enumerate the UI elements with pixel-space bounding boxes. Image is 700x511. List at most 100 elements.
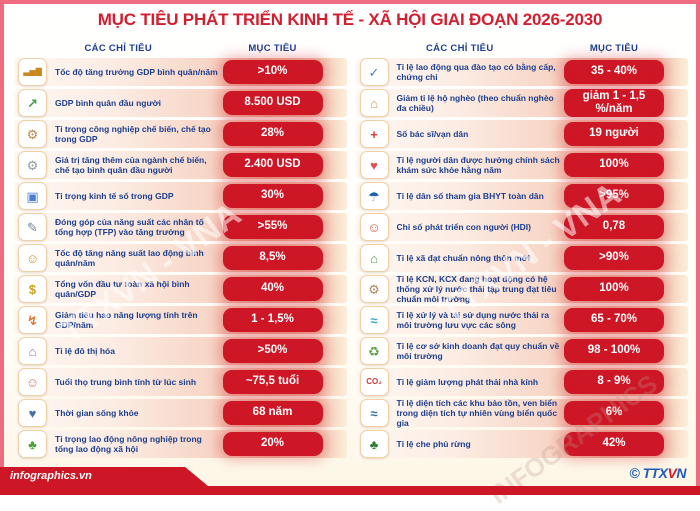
indicator-label: Đóng góp của năng suất các nhân tố tổng … xyxy=(55,216,204,237)
target-badge: ~75,5 tuổi xyxy=(222,370,323,394)
indicator-row: ♥ Thời gian sống khỏe 68 năm xyxy=(14,399,347,427)
farmers-agriculture-icon: ♣ xyxy=(18,430,47,458)
indicator-label: Tỉ lệ che phủ rừng xyxy=(396,438,471,449)
indicator-row: ♣ Tỉ trọng lao động nông nghiệp trong tổn… xyxy=(14,430,347,458)
indicator-row: ⚙ Tỉ lệ KCN, KCX đang hoạt động có hệ thố… xyxy=(355,273,688,305)
indicator-row: ≈ Tỉ lệ diện tích các khu bảo tồn, ven bi… xyxy=(355,397,688,429)
indicator-label: Tỉ trọng kinh tế số trong GDP xyxy=(55,190,174,201)
target-badge: 68 năm xyxy=(222,401,323,425)
elderly-couple-icon: ☺ xyxy=(18,368,47,396)
credit-n: N xyxy=(676,465,686,481)
indicator-label: Tốc độ tăng năng suất lao động bình quân… xyxy=(55,247,204,268)
target-badge: >55% xyxy=(222,215,323,239)
target-header: MỤC TIÊU xyxy=(589,42,639,54)
indicator-label: Số bác sĩ/vạn dân xyxy=(396,128,469,139)
indicator-label: Tuổi thọ trung bình tính từ lúc sinh xyxy=(55,376,197,387)
target-badge: 6% xyxy=(564,401,664,425)
right-column-header: CÁC CHỈ TIÊU MỤC TIÊU xyxy=(356,38,689,58)
target-badge: 2.400 USD xyxy=(222,153,323,177)
indicator-row: ♻ Tỉ lệ cơ sở kinh doanh đạt quy chuẩn về… xyxy=(355,337,688,365)
indicator-row: ⌂ Tỉ lệ xã đạt chuẩn nông thôn mới >90% xyxy=(355,244,688,272)
indicator-row: ⚙ Tỉ trọng công nghiệp chế biến, chế tạo … xyxy=(14,120,347,148)
columns-container: CÁC CHỈ TIÊU MỤC TIÊU ▃▅▇ Tốc độ tăng trư… xyxy=(14,38,688,458)
tfp-tablet-icon: ✎ xyxy=(18,213,47,241)
forest-trees-icon: ♣ xyxy=(359,430,389,458)
indicator-row: ☂ Tỉ lệ dân số tham gia BHYT toàn dân >95% xyxy=(355,182,688,210)
manufacturing-industry-icon: ⚙ xyxy=(18,120,47,148)
rural-village-icon: ⌂ xyxy=(359,244,389,272)
target-badge: >10% xyxy=(222,60,323,84)
target-badge: 100% xyxy=(564,153,664,177)
indicator-label: Tỉ lệ đô thị hóa xyxy=(55,345,115,356)
indicator-label: Tỉ lệ người dân được hưởng chính sách kh… xyxy=(396,154,560,175)
energy-meter-icon: ↯ xyxy=(18,306,47,334)
target-badge: >50% xyxy=(222,339,323,363)
garbage-truck-icon: ♻ xyxy=(359,337,389,365)
indicator-label: Tỉ lệ KCN, KCX đang hoạt động có hệ thốn… xyxy=(396,273,557,305)
target-header: MỤC TIÊU xyxy=(248,42,297,54)
target-badge: >95% xyxy=(564,184,664,208)
ttxvn-logo: © TTXVN xyxy=(629,465,686,481)
gdp-growth-bar-chart-icon: ▃▅▇ xyxy=(18,58,47,86)
indicator-row: ▣ Tỉ trọng kinh tế số trong GDP 30% xyxy=(14,182,347,210)
left-column-header: CÁC CHỈ TIÊU MỤC TIÊU xyxy=(14,38,347,58)
family-hdi-icon: ☺ xyxy=(359,213,389,241)
target-badge: 28% xyxy=(222,122,323,146)
left-rows: ▃▅▇ Tốc độ tăng trưởng GDP bình quân/năm >… xyxy=(14,58,347,458)
indicator-row: ≈ Tỉ lệ xử lý và tái sử dụng nước thải ra… xyxy=(355,306,688,334)
left-column: CÁC CHỈ TIÊU MỤC TIÊU ▃▅▇ Tốc độ tăng trư… xyxy=(14,38,347,458)
indicator-label: Tổng vốn đầu tư toàn xã hội bình quân/GD… xyxy=(55,278,190,299)
right-column: CÁC CHỈ TIÊU MỤC TIÊU ✓ Tỉ lệ lao động qu… xyxy=(355,38,689,458)
target-badge: 30% xyxy=(222,184,323,208)
indicator-row: ☺ Tuổi thọ trung bình tính từ lúc sinh ~75… xyxy=(14,368,347,396)
target-badge: 8,5% xyxy=(222,246,323,270)
indicator-label: Tỉ lệ xã đạt chuẩn nông thôn mới xyxy=(396,252,531,263)
indicator-label: Tỉ lệ diện tích các khu bảo tồn, ven biể… xyxy=(396,397,558,429)
source-banner: infographics.vn xyxy=(0,467,208,486)
target-badge: 1 - 1,5% xyxy=(222,308,323,332)
indicator-label: Tỉ lệ dân số tham gia BHYT toàn dân xyxy=(396,190,544,201)
indicator-row: CO₂ Tỉ lệ giảm lượng phát thải nhà kính 8 … xyxy=(355,368,688,396)
indicator-label: Tỉ trọng công nghiệp chế biến, chế tạo t… xyxy=(55,123,211,144)
target-badge: 65 - 70% xyxy=(564,308,664,332)
co2-emission-icon: CO₂ xyxy=(359,368,389,396)
indicator-label: Thời gian sống khỏe xyxy=(55,407,139,418)
indicator-row: ✎ Đóng góp của năng suất các nhân tố tổng… xyxy=(14,213,347,241)
indicator-row: ☺ Tốc độ tăng năng suất lao động bình quâ… xyxy=(14,244,347,272)
indicator-label: Tỉ lệ lao động qua đào tạo có bằng cấp, … xyxy=(396,61,556,82)
indicators-header: CÁC CHỈ TIÊU xyxy=(426,42,494,54)
indicator-label: Tỉ lệ giảm lượng phát thải nhà kính xyxy=(396,376,539,387)
industrial-zone-icon: ⚙ xyxy=(359,275,389,303)
target-badge: 8.500 USD xyxy=(222,91,323,115)
target-badge: 100% xyxy=(564,277,664,301)
indicator-label: Chỉ số phát triển con người (HDI) xyxy=(396,221,532,232)
factory-added-value-icon: ⚙ xyxy=(18,151,47,179)
indicator-label: GDP bình quân đầu người xyxy=(55,97,162,108)
bhyt-insurance-umbrella-icon: ☂ xyxy=(359,182,389,210)
labor-productivity-workers-icon: ☺ xyxy=(18,244,47,272)
digital-economy-icon: ▣ xyxy=(18,182,47,210)
target-badge: 35 - 40% xyxy=(564,60,664,84)
target-badge: 42% xyxy=(564,432,664,456)
target-badge: 40% xyxy=(222,277,323,301)
indicator-row: ↗ GDP bình quân đầu người 8.500 USD xyxy=(14,89,347,117)
target-badge: giảm 1 - 1,5 %/năm xyxy=(564,88,664,118)
indicators-header: CÁC CHỈ TIÊU xyxy=(84,42,152,54)
credit-prefix: © TTX xyxy=(629,465,668,481)
indicator-row: ▃▅▇ Tốc độ tăng trưởng GDP bình quân/năm >… xyxy=(14,58,347,86)
infographic-canvas: MỤC TIÊU PHÁT TRIỂN KINH TẾ - XÃ HỘI GIA… xyxy=(4,4,696,510)
indicator-label: Tốc độ tăng trưởng GDP bình quân/năm xyxy=(55,66,218,77)
indicator-row: ✓ Tỉ lệ lao động qua đào tạo có bằng cấp,… xyxy=(355,58,688,86)
indicator-row: ♣ Tỉ lệ che phủ rừng 42% xyxy=(355,430,688,458)
healthy-living-icon: ♥ xyxy=(18,399,47,427)
trained-workers-icon: ✓ xyxy=(359,58,389,86)
bottom-red-bar xyxy=(0,486,700,495)
doctor-icon: + xyxy=(359,120,389,148)
target-badge: >90% xyxy=(564,246,664,270)
indicator-row: $ Tổng vốn đầu tư toàn xã hội bình quân/G… xyxy=(14,275,347,303)
indicator-label: Giá trị tăng thêm của ngành chế biến, ch… xyxy=(55,154,207,175)
indicator-label: Giảm tiêu hao năng lượng tính trên GDP/n… xyxy=(55,309,198,330)
investment-money-bags-icon: $ xyxy=(18,275,47,303)
indicator-label: Tỉ lệ xử lý và tái sử dụng nước thải ra … xyxy=(396,309,550,330)
indicator-row: ↯ Giảm tiêu hao năng lượng tính trên GDP/… xyxy=(14,306,347,334)
